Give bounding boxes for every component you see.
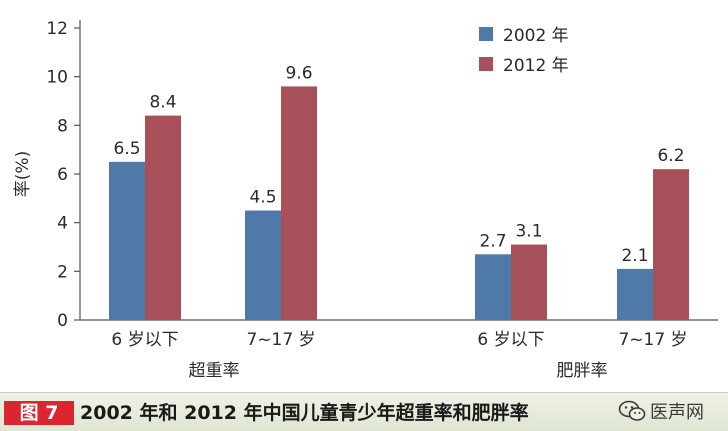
y-axis-label: 率(%) [13, 151, 33, 197]
data-label: 9.6 [285, 63, 312, 83]
legend-swatch [479, 27, 493, 41]
figure-caption-title: 2002 年和 2012 年中国儿童青少年超重率和肥胖率 [80, 402, 529, 424]
bar [245, 210, 281, 320]
y-tick-label: 10 [46, 68, 68, 88]
legend-label: 2012 年 [503, 56, 569, 76]
y-tick-label: 4 [57, 214, 68, 234]
bar [145, 115, 181, 320]
y-tick-label: 12 [46, 19, 68, 39]
bar [109, 161, 145, 320]
data-label: 6.2 [657, 146, 684, 166]
x-category-label: 6 岁以下 [477, 330, 544, 350]
watermark: 医声网 [618, 400, 704, 426]
x-category-label: 7~17 岁 [618, 330, 687, 350]
bar [511, 244, 547, 320]
data-label: 8.4 [149, 93, 176, 113]
data-label: 4.5 [249, 188, 276, 208]
data-label: 3.1 [515, 222, 542, 242]
y-tick-label: 6 [57, 165, 68, 185]
bar [475, 254, 511, 320]
data-label: 2.1 [621, 246, 648, 266]
bar [617, 268, 653, 320]
figure-caption-bar: 图 7 2002 年和 2012 年中国儿童青少年超重率和肥胖率 医声网 [0, 392, 728, 431]
wechat-icon [618, 400, 646, 421]
bar [281, 86, 317, 321]
data-label: 6.5 [113, 139, 140, 159]
x-group-label: 肥胖率 [557, 361, 608, 381]
watermark-text: 医声网 [650, 402, 704, 423]
legend-swatch [479, 57, 493, 71]
data-label: 2.7 [479, 231, 506, 251]
x-group-label: 超重率 [189, 361, 240, 381]
y-tick-label: 2 [57, 262, 68, 282]
y-tick-label: 8 [57, 116, 68, 136]
bar [653, 169, 689, 320]
y-tick-label: 0 [57, 311, 68, 331]
figure-number-badge: 图 7 [4, 401, 74, 425]
x-category-label: 7~17 岁 [246, 330, 315, 350]
x-category-label: 6 岁以下 [111, 330, 178, 350]
legend-label: 2002 年 [503, 26, 569, 46]
